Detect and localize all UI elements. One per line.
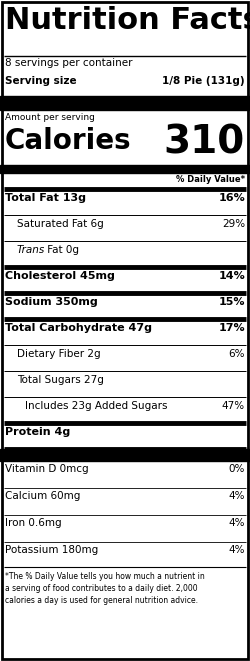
Text: Protein 4g: Protein 4g [5, 427, 70, 437]
Text: 0%: 0% [228, 464, 245, 474]
Text: Amount per serving: Amount per serving [5, 113, 95, 122]
Text: Fat 0g: Fat 0g [44, 245, 79, 255]
Text: 4%: 4% [228, 491, 245, 501]
Text: Potassium 180mg: Potassium 180mg [5, 545, 98, 555]
Text: Saturated Fat 6g: Saturated Fat 6g [17, 219, 104, 229]
Text: 14%: 14% [218, 271, 245, 281]
Text: 29%: 29% [222, 219, 245, 229]
Bar [0, 96, 250, 110]
Text: Includes 23g Added Sugars: Includes 23g Added Sugars [25, 401, 168, 411]
Text: Nutrition Facts: Nutrition Facts [5, 6, 250, 35]
Text: 310: 310 [164, 124, 245, 162]
Text: 4%: 4% [228, 545, 245, 555]
Text: *The % Daily Value tells you how much a nutrient in: *The % Daily Value tells you how much a … [5, 572, 205, 581]
Text: Total Fat 13g: Total Fat 13g [5, 193, 86, 203]
Text: Dietary Fiber 2g: Dietary Fiber 2g [17, 349, 100, 359]
Text: Vitamin D 0mcg: Vitamin D 0mcg [5, 464, 88, 474]
Text: Calcium 60mg: Calcium 60mg [5, 491, 80, 501]
Text: Total Carbohydrate 47g: Total Carbohydrate 47g [5, 323, 152, 333]
Text: Cholesterol 45mg: Cholesterol 45mg [5, 271, 115, 281]
Text: Serving size: Serving size [5, 76, 76, 86]
Text: Total Sugars 27g: Total Sugars 27g [17, 375, 104, 385]
Text: 1/8 Pie (131g): 1/8 Pie (131g) [162, 76, 245, 86]
Text: Sodium 350mg: Sodium 350mg [5, 297, 98, 307]
Text: a serving of food contributes to a daily diet. 2,000: a serving of food contributes to a daily… [5, 584, 198, 593]
Text: Calories: Calories [5, 127, 132, 155]
Text: 16%: 16% [218, 193, 245, 203]
Bar [0, 449, 250, 461]
Text: 15%: 15% [218, 297, 245, 307]
Text: calories a day is used for general nutrition advice.: calories a day is used for general nutri… [5, 596, 198, 605]
Text: 47%: 47% [222, 401, 245, 411]
Bar [0, 165, 250, 173]
Text: Trans: Trans [17, 245, 45, 255]
Text: % Daily Value*: % Daily Value* [176, 175, 245, 184]
Text: Iron 0.6mg: Iron 0.6mg [5, 518, 62, 528]
Text: 17%: 17% [218, 323, 245, 333]
Text: 4%: 4% [228, 518, 245, 528]
Text: 8 servings per container: 8 servings per container [5, 58, 132, 68]
Text: 6%: 6% [228, 349, 245, 359]
